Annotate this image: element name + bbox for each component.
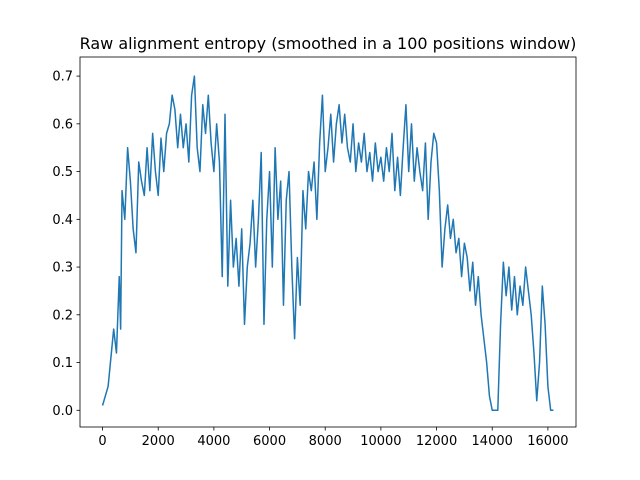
data-line [101, 75, 554, 412]
x-tick-label: 12000 [416, 434, 457, 449]
x-tick-label: 16000 [527, 434, 568, 449]
x-tick-label: 4000 [197, 434, 230, 449]
y-tick-label: 0.6 [52, 117, 73, 132]
chart-title: Raw alignment entropy (smoothed in a 100… [80, 34, 577, 53]
y-tick-label: 0.3 [52, 261, 73, 276]
x-tick-label: 10000 [360, 434, 401, 449]
axes-frame [79, 56, 577, 428]
y-tick-label: 0.2 [52, 308, 73, 323]
y-tick-label: 0.4 [52, 213, 73, 228]
y-tick-label: 0.0 [52, 404, 73, 419]
y-tick-label: 0.7 [52, 70, 73, 85]
x-tick-label: 14000 [472, 434, 513, 449]
x-tick-label: 2000 [142, 434, 175, 449]
y-tick-label: 0.1 [52, 356, 73, 371]
x-tick-label: 6000 [253, 434, 286, 449]
y-tick-label: 0.5 [52, 165, 73, 180]
x-tick-label: 8000 [309, 434, 342, 449]
x-tick-label: 0 [98, 434, 106, 449]
